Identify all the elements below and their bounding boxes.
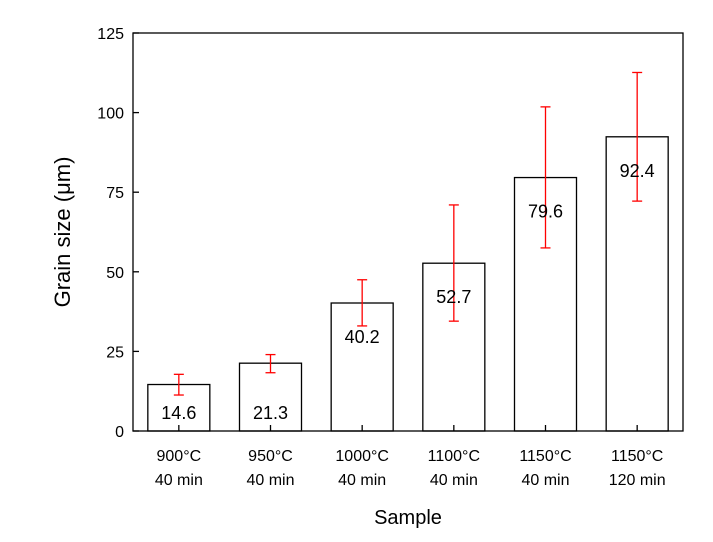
y-tick-label: 25 [106, 344, 124, 361]
data-label: 21.3 [253, 403, 288, 423]
x-tick-label: 40 min [430, 472, 478, 489]
plot-frame [132, 32, 684, 432]
error-bar [265, 353, 276, 374]
x-tick-label: 1100°C [428, 448, 480, 465]
y-tick-label: 75 [106, 185, 124, 202]
error-bars-layer [173, 71, 643, 396]
y-tick-label: 50 [106, 265, 124, 282]
value-labels-layer: 14.6 21.3 40.2 52.7 79.6 92.4 [161, 161, 654, 423]
x-tick-label: 40 min [521, 472, 569, 489]
x-tick-label: 900°C [157, 448, 202, 465]
data-label: 40.2 [345, 327, 380, 347]
bar [238, 362, 303, 432]
error-bar [448, 204, 459, 322]
x-tick-label: 950°C [248, 448, 293, 465]
x-tick-label: 40 min [155, 472, 203, 489]
y-axis-label: Grain size (μm) [50, 157, 75, 308]
y-tick-label: 125 [97, 26, 124, 43]
x-axis: 900°C 40 min 950°C 40 min 1000°C 40 min 1100°C… [155, 425, 666, 489]
error-bar [632, 71, 643, 202]
data-label: 52.7 [436, 287, 471, 307]
data-label: 79.6 [528, 202, 563, 222]
bars-layer [147, 136, 669, 432]
data-label: 14.6 [161, 403, 196, 423]
y-tick-label: 100 [97, 106, 124, 123]
x-axis-label: Sample [374, 507, 442, 529]
data-label: 92.4 [620, 161, 655, 181]
error-bar [357, 279, 368, 327]
y-axis: 0 25 50 75 100 125 [97, 26, 139, 441]
error-bar [173, 373, 184, 396]
x-tick-label: 1150°C [611, 448, 663, 465]
x-tick-label: 40 min [338, 472, 386, 489]
error-bar [540, 106, 551, 249]
x-tick-label: 1150°C [519, 448, 571, 465]
x-tick-label: 1000°C [335, 448, 389, 465]
y-tick-label: 0 [115, 424, 124, 441]
x-tick-label: 120 min [609, 472, 666, 489]
x-tick-label: 40 min [246, 472, 294, 489]
